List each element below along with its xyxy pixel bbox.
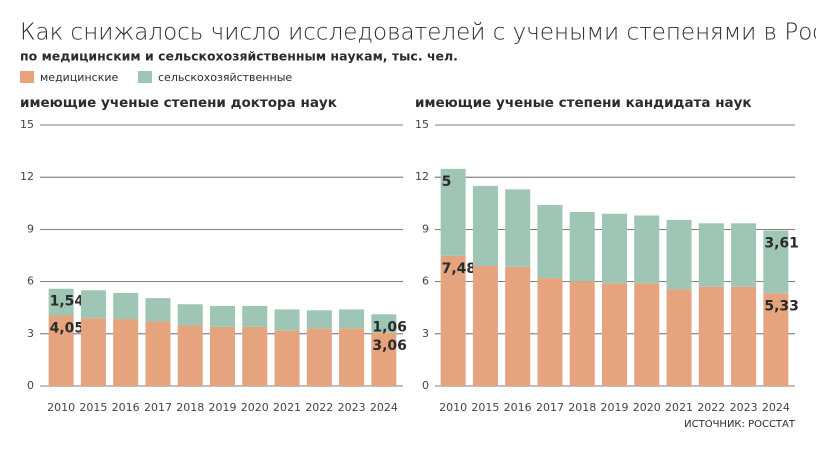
y-tick-label: 15 xyxy=(415,118,429,131)
x-tick-label: 2010 xyxy=(439,401,467,414)
bar-segment xyxy=(306,310,332,329)
x-tick-label: 2023 xyxy=(730,401,758,414)
bar-segment xyxy=(537,205,563,279)
value-label: 7,48 xyxy=(442,261,477,277)
bar-segment xyxy=(537,278,563,386)
y-tick-label: 9 xyxy=(422,222,429,235)
y-tick-label: 0 xyxy=(422,379,429,392)
bar-segment xyxy=(145,321,171,386)
bar-segment xyxy=(472,265,498,386)
bar-segment xyxy=(210,326,235,386)
bar-segment xyxy=(80,290,106,319)
bar-segment xyxy=(371,314,397,333)
bar-segment xyxy=(440,168,466,256)
bar-segment xyxy=(666,219,692,290)
chart-subtitle: имеющие ученые степени доктора наук xyxy=(20,95,337,111)
y-tick-label: 6 xyxy=(27,275,34,288)
subtitle: по медицинским и сельскохозяйственным на… xyxy=(20,49,458,64)
bar-segment xyxy=(602,283,627,386)
bar-segment xyxy=(472,185,498,266)
x-tick-label: 2020 xyxy=(241,401,269,414)
y-tick-label: 12 xyxy=(20,170,34,183)
bar-segment xyxy=(242,305,268,327)
x-tick-label: 2020 xyxy=(633,401,661,414)
value-label: 4,05 xyxy=(50,321,85,337)
legend-swatch xyxy=(20,71,34,83)
bar-segment xyxy=(48,288,74,316)
x-tick-label: 2024 xyxy=(762,401,790,414)
x-tick-label: 2017 xyxy=(144,401,172,414)
bar-segment xyxy=(569,281,595,386)
y-tick-label: 3 xyxy=(27,327,34,340)
bar-segment xyxy=(274,309,300,331)
y-tick-label: 12 xyxy=(415,170,429,183)
bar-segment xyxy=(113,319,139,386)
x-tick-label: 2018 xyxy=(176,401,204,414)
bar-segment xyxy=(698,286,724,386)
bar-segment xyxy=(666,289,692,386)
bar-segment xyxy=(371,332,397,386)
x-tick-label: 2022 xyxy=(305,401,333,414)
x-tick-label: 2015 xyxy=(471,401,499,414)
legend-swatch xyxy=(138,71,152,83)
x-tick-label: 2023 xyxy=(338,401,366,414)
x-tick-label: 2021 xyxy=(273,401,301,414)
x-tick-label: 2022 xyxy=(697,401,725,414)
bar-segment xyxy=(48,315,74,386)
bar-segment xyxy=(731,223,757,287)
bar-segment xyxy=(440,255,466,386)
bar-segment xyxy=(569,212,595,282)
y-tick-label: 0 xyxy=(27,379,34,392)
value-label: 3,06 xyxy=(372,338,407,354)
value-label: 1,54 xyxy=(50,294,85,310)
bar-segment xyxy=(113,292,139,320)
bar-segment xyxy=(731,286,757,386)
x-tick-label: 2019 xyxy=(209,401,237,414)
bar-segment xyxy=(80,318,106,386)
legend-label: сельскохозяйственные xyxy=(158,71,292,84)
x-tick-label: 2015 xyxy=(79,401,107,414)
bar-segment xyxy=(242,326,268,386)
bar-segment xyxy=(763,293,789,386)
x-tick-label: 2021 xyxy=(665,401,693,414)
bar-segment xyxy=(177,325,203,386)
x-tick-label: 2016 xyxy=(504,401,532,414)
x-tick-label: 2018 xyxy=(568,401,596,414)
bar-segment xyxy=(602,213,627,284)
value-label: 5 xyxy=(442,174,452,190)
bar-segment xyxy=(634,215,660,284)
legend-label: медицинские xyxy=(40,71,118,84)
value-label: 1,06 xyxy=(372,319,407,335)
bar-segment xyxy=(274,330,300,386)
x-tick-label: 2016 xyxy=(112,401,140,414)
bar-segment xyxy=(634,283,660,386)
x-tick-label: 2010 xyxy=(47,401,75,414)
y-tick-label: 6 xyxy=(422,275,429,288)
bar-segment xyxy=(339,309,365,329)
x-tick-label: 2024 xyxy=(370,401,398,414)
bar-segment xyxy=(505,266,531,386)
bar-segment xyxy=(505,189,531,267)
y-tick-label: 15 xyxy=(20,118,34,131)
bar-segment xyxy=(210,305,235,327)
chart-subtitle: имеющие ученые степени кандидата наук xyxy=(415,95,752,111)
source: ИСТОЧНИК: РОССТАТ xyxy=(684,419,796,430)
bar-segment xyxy=(763,230,789,294)
bar-segment xyxy=(306,328,332,386)
y-tick-label: 3 xyxy=(422,327,429,340)
value-label: 5,33 xyxy=(764,298,799,314)
x-tick-label: 2019 xyxy=(601,401,629,414)
y-tick-label: 9 xyxy=(27,222,34,235)
title: Как снижалось число исследователей с уче… xyxy=(20,20,816,46)
value-label: 3,61 xyxy=(764,235,799,251)
bar-segment xyxy=(177,304,203,326)
x-tick-label: 2017 xyxy=(536,401,564,414)
bar-segment xyxy=(339,328,365,386)
bar-segment xyxy=(698,223,724,287)
bar-segment xyxy=(145,298,171,322)
